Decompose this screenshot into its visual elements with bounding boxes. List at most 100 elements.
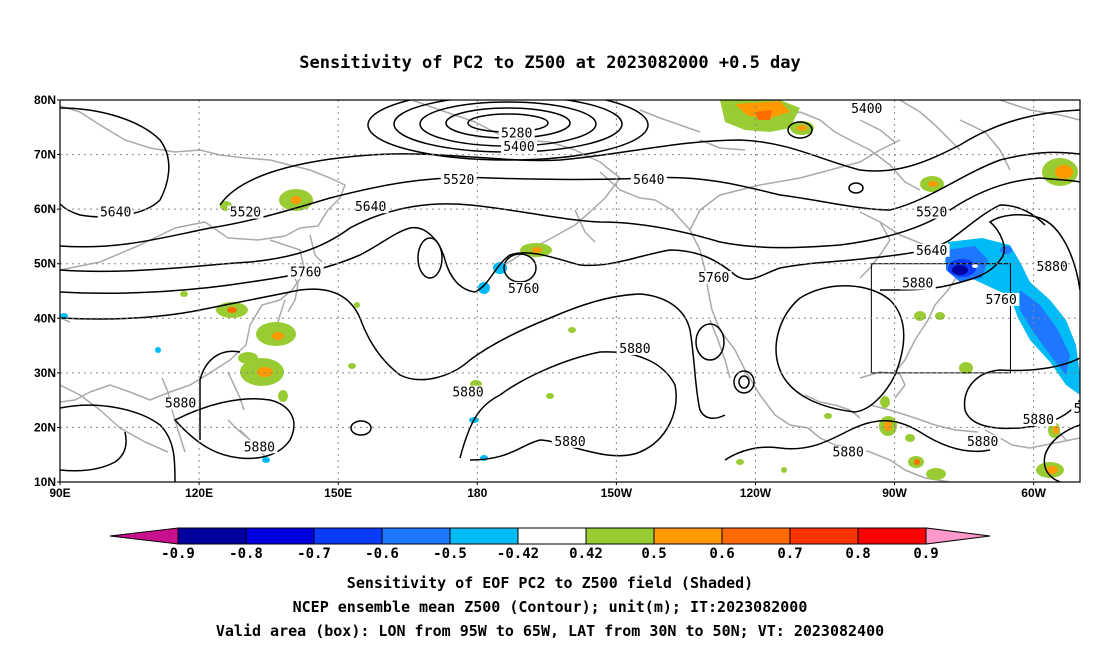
caption-line-3: Valid area (box): LON from 95W to 65W, L… (216, 622, 884, 640)
colorbar-left-arrow (109, 527, 179, 545)
colorbar-tick-label: -0.6 (365, 546, 399, 562)
contour-label: 5520 (230, 206, 261, 221)
colorbar (109, 527, 991, 545)
contour-label: 5880 (1037, 260, 1068, 275)
colorbar-tick-label: 0.9 (913, 546, 938, 562)
colorbar-tick-label: 0.6 (709, 546, 734, 562)
contour-label-bg (97, 205, 134, 219)
contour-label: 5400 (851, 102, 882, 117)
lon-tick-label: 120W (740, 486, 772, 500)
colorbar-segment (313, 527, 383, 545)
contour-label-bg (352, 200, 389, 214)
lat-tick-label: 30N (34, 366, 56, 380)
colorbar-segment (449, 527, 519, 545)
caption-line-1: Sensitivity of EOF PC2 to Z500 field (Sh… (347, 574, 753, 592)
chart-title: Sensitivity of PC2 to Z500 at 2023082000… (299, 53, 801, 73)
lon-tick-label: 120E (185, 486, 213, 500)
contour-label-bg (616, 342, 653, 356)
contour-label: 5760 (698, 271, 729, 286)
lon-tick-label: 60W (1021, 486, 1046, 500)
lon-tick-label: 90E (49, 486, 70, 500)
colorbar-segment (585, 527, 655, 545)
contour-label: 5520 (443, 173, 474, 188)
colorbar-segment (789, 527, 859, 545)
lon-tick-label: 180 (467, 486, 487, 500)
contour-label: 5880 (1023, 413, 1054, 428)
contour-label-bg (1071, 402, 1080, 416)
contour-label-bg (162, 396, 199, 410)
contour-label-bg (964, 434, 1001, 448)
colorbar-segment (721, 527, 791, 545)
colorbar-segment (517, 527, 587, 545)
contour-label: 5640 (100, 206, 131, 221)
colorbar-segment (653, 527, 723, 545)
colorbar-segment (245, 527, 315, 545)
colorbar-segment (177, 527, 247, 545)
contour-label: 5520 (916, 206, 947, 221)
lat-tick-label: 80N (34, 93, 56, 107)
contour-label-bg (241, 440, 278, 454)
contour-label-bg (552, 434, 588, 448)
contour-label: 5880 (244, 440, 275, 455)
lat-lon-grid (60, 100, 1080, 482)
contour-label: 5760 (290, 266, 321, 281)
contour-label-bg (913, 243, 950, 257)
lat-tick-label: 10N (34, 475, 56, 489)
contour-label: 5280 (501, 126, 532, 141)
contour-label: 5640 (633, 173, 664, 188)
contour-label: 5760 (508, 282, 539, 297)
latitude-labels: 80N 70N 60N 50N 40N 30N 20N 10N (34, 93, 60, 489)
lon-tick-label: 90W (882, 486, 907, 500)
lat-tick-label: 20N (34, 420, 56, 434)
colorbar-tick-label: 0.42 (569, 546, 603, 562)
contour-label-bg (848, 101, 885, 115)
longitude-labels: 90E 120E 150E 180 150W 120W 90W 60W (49, 482, 1047, 500)
colorbar-tick-label: 0.8 (845, 546, 870, 562)
colorbar-segment (381, 527, 451, 545)
contour-label-bg (1020, 412, 1057, 426)
contour-label: 5640 (916, 244, 947, 259)
colorbar-tick-label: -0.7 (297, 546, 331, 562)
contour-label-bg (695, 271, 732, 285)
lat-tick-label: 70N (34, 148, 56, 162)
colorbar-labels: -0.9 -0.8 -0.7 -0.6 -0.5 -0.42 0.42 0.5 0.6 0.7 0.… (161, 546, 939, 562)
map-background (60, 100, 1080, 482)
contour-label-bg (440, 172, 477, 186)
contour-label: 5880 (902, 277, 933, 292)
colorbar-tick-label: -0.5 (433, 546, 467, 562)
contour-label: 5760 (986, 293, 1017, 308)
z500-contours (60, 100, 1080, 482)
colorbar-tick-label: -0.9 (161, 546, 195, 562)
colorbar-right-arrow (925, 527, 991, 545)
contour-label-bg (505, 282, 542, 295)
contour-label: 5880 (554, 435, 585, 450)
lon-tick-label: 150E (324, 486, 352, 500)
contour-label-bg (630, 172, 667, 186)
contour-label-bg (498, 126, 535, 140)
contour-label: 5640 (355, 200, 386, 215)
lat-tick-label: 40N (34, 311, 56, 325)
contour-label: 5880 (967, 435, 998, 450)
contour-label: 5880 (1074, 402, 1100, 417)
colorbar-tick-label: 0.5 (641, 546, 666, 562)
lon-tick-label: 150W (601, 486, 633, 500)
contour-label-bg (227, 205, 264, 219)
contour-label-bg (1034, 260, 1071, 274)
contour-label: 5400 (503, 140, 534, 155)
contour-label: 5880 (165, 397, 196, 412)
contour-label: 5880 (452, 386, 483, 401)
lat-tick-label: 60N (34, 202, 56, 216)
contour-label: 5880 (833, 446, 864, 461)
contour-label-bg (913, 205, 950, 219)
colorbar-tick-label: 0.7 (777, 546, 802, 562)
map-frame (59, 99, 1081, 483)
colorbar-segment (857, 527, 927, 545)
contour-label-bg (287, 265, 324, 279)
contour-label-bg (501, 140, 537, 154)
lat-tick-label: 50N (34, 257, 56, 271)
contour-label-bg (983, 292, 1020, 306)
caption-line-2: NCEP ensemble mean Z500 (Contour); unit(… (293, 598, 808, 616)
